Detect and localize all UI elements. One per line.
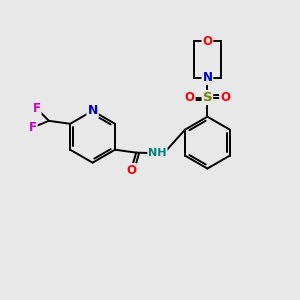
Text: F: F bbox=[29, 121, 37, 134]
Text: N: N bbox=[87, 104, 98, 117]
Text: S: S bbox=[202, 91, 212, 104]
Text: F: F bbox=[33, 102, 41, 115]
Text: N: N bbox=[202, 71, 212, 84]
Text: NH: NH bbox=[148, 148, 167, 158]
Text: O: O bbox=[202, 34, 212, 48]
Text: O: O bbox=[220, 91, 230, 104]
Text: O: O bbox=[185, 91, 195, 104]
Text: O: O bbox=[126, 164, 136, 177]
